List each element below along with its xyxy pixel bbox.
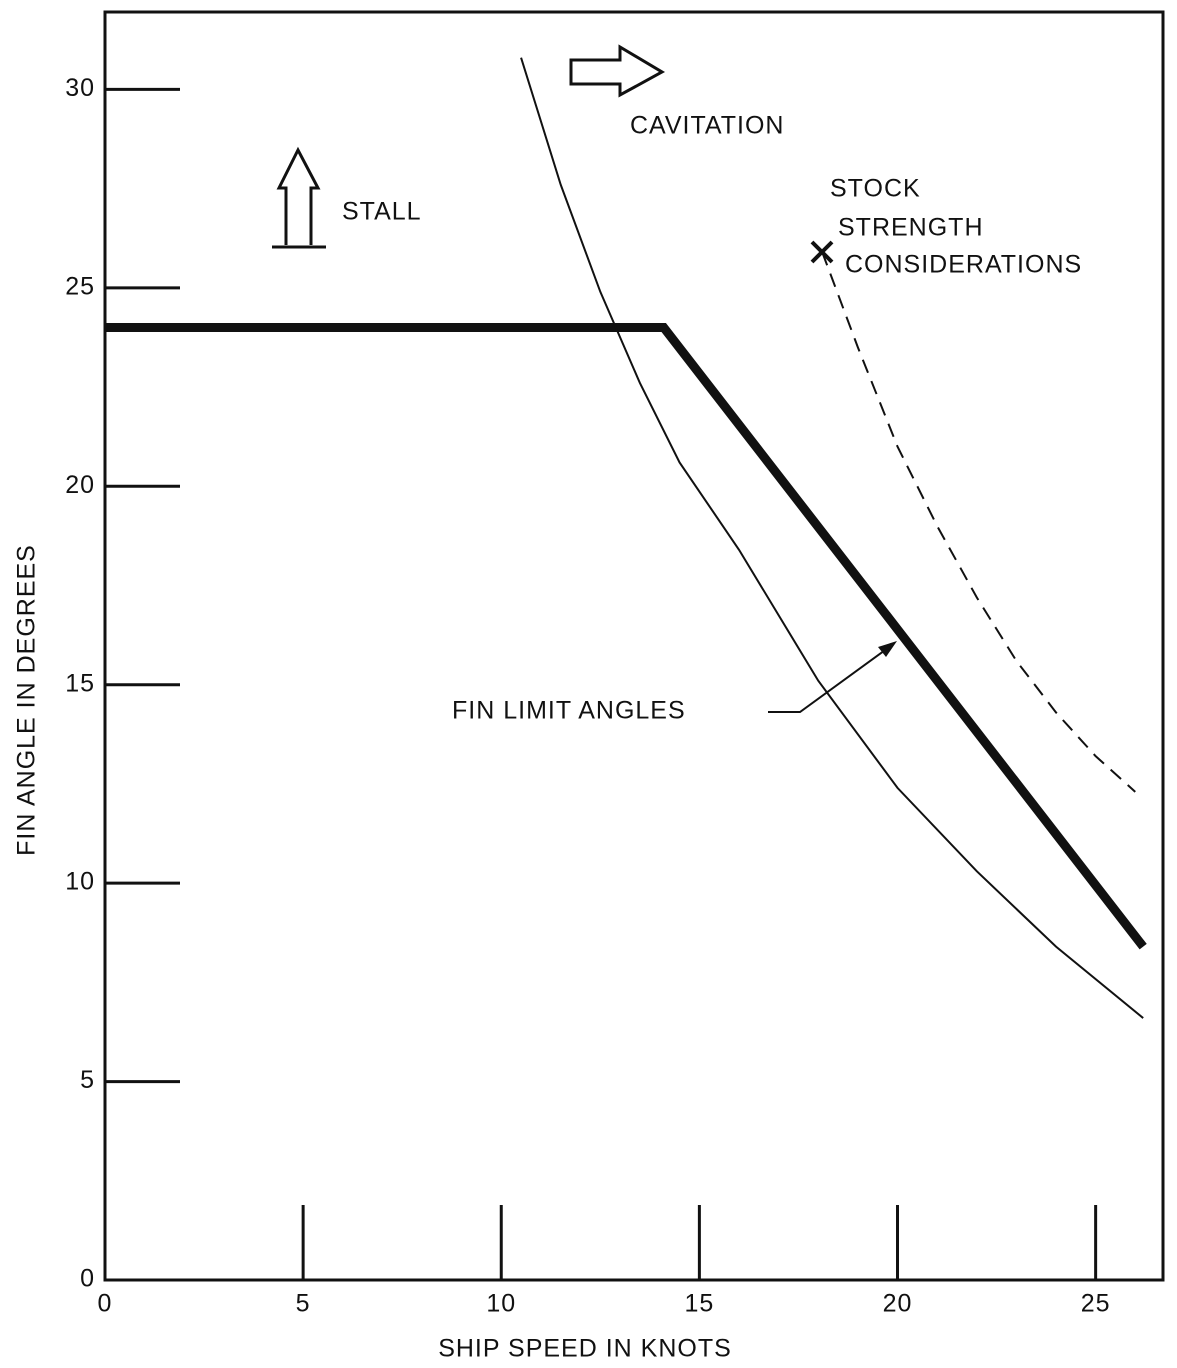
- fin-limit-label: FIN LIMIT ANGLES: [452, 697, 686, 725]
- y-tick-label: 0: [80, 1265, 95, 1293]
- cavitation-arrow: [569, 44, 666, 98]
- stock-marker: [810, 240, 834, 264]
- y-tick-label: 30: [65, 74, 95, 102]
- x-tick-label: 0: [98, 1290, 113, 1318]
- plot-frame: [103, 10, 1165, 1282]
- series-line: [520, 57, 1144, 1019]
- y-tick-label: 5: [80, 1066, 95, 1094]
- stock-label: STOCK: [830, 175, 921, 203]
- stall-arrow: [276, 146, 321, 245]
- fin-limit-arrowhead: [878, 641, 897, 657]
- y-tick-label: 10: [65, 868, 95, 896]
- x-axis-label: SHIP SPEED IN KNOTS: [438, 1335, 732, 1363]
- stock-label: STRENGTH: [838, 214, 984, 242]
- x-tick-label: 20: [883, 1290, 913, 1318]
- series-line: [821, 251, 1136, 793]
- y-tick-label: 15: [65, 669, 95, 697]
- x-tick-label: 10: [486, 1290, 516, 1318]
- x-tick-label: 15: [684, 1290, 714, 1318]
- y-tick-label: 20: [65, 471, 95, 499]
- fin-limit-pointer: [768, 644, 893, 713]
- stock-label: CONSIDERATIONS: [845, 251, 1082, 279]
- y-tick-label: 25: [65, 272, 95, 300]
- cavitation-label: CAVITATION: [630, 112, 784, 140]
- y-axis-label: FIN ANGLE IN DEGREES: [13, 544, 41, 856]
- series-line: [105, 323, 1147, 950]
- x-tick-label: 25: [1081, 1290, 1111, 1318]
- x-tick-label: 5: [296, 1290, 311, 1318]
- stall-label: STALL: [342, 198, 422, 226]
